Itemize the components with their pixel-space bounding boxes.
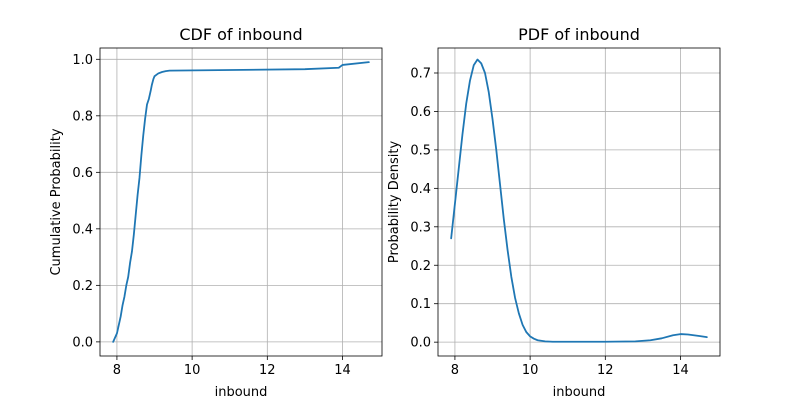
pdf-axes-frame xyxy=(437,47,721,357)
cdf-title: CDF of inbound xyxy=(179,25,302,44)
pdf-ticks: 8 10 12 14 0.0 0.1 0.2 0.3 0.4 0.5 0.6 0.7 xyxy=(410,66,688,378)
cdf-axes-frame xyxy=(99,47,383,357)
pdf-x-tick-label: 8 xyxy=(451,363,459,378)
pdf-x-axis-label: inbound xyxy=(553,385,606,400)
cdf-y-tick-label: 0.2 xyxy=(72,279,93,294)
cdf-series-line xyxy=(112,61,370,343)
cdf-y-tick-label: 0.0 xyxy=(72,335,93,350)
pdf-y-tick-label: 0.6 xyxy=(410,105,431,120)
cdf-x-tick-label: 8 xyxy=(113,363,121,378)
pdf-y-tick-label: 0.4 xyxy=(410,182,431,197)
cdf-y-tick-label: 0.6 xyxy=(72,166,93,181)
cdf-x-axis-label: inbound xyxy=(215,385,268,400)
pdf-panel: PDF of inbound 8 10 12 14 0.0 0.1 0.2 0.3 0.4 0.5… xyxy=(387,25,721,400)
pdf-y-tick-label: 0.5 xyxy=(410,143,431,158)
pdf-y-tick-label: 0.7 xyxy=(410,66,431,81)
pdf-x-tick-label: 10 xyxy=(522,363,539,378)
cdf-y-tick-label: 0.4 xyxy=(72,222,93,237)
pdf-title: PDF of inbound xyxy=(518,25,640,44)
pdf-x-tick-label: 12 xyxy=(597,363,614,378)
pdf-y-tick-label: 0.0 xyxy=(410,336,431,351)
pdf-y-axis-label: Probability Density xyxy=(387,141,402,264)
cdf-x-tick-label: 10 xyxy=(184,363,201,378)
pdf-y-tick-label: 0.1 xyxy=(410,297,431,312)
cdf-x-tick-label: 14 xyxy=(334,363,351,378)
cdf-y-tick-label: 0.8 xyxy=(72,109,93,124)
pdf-grid xyxy=(438,48,720,356)
cdf-panel: CDF of inbound 8 10 12 14 0.0 0.2 0.4 0.6 0.8 1.0… xyxy=(49,25,383,400)
cdf-y-axis-label: Cumulative Probability xyxy=(49,128,64,275)
pdf-y-tick-label: 0.3 xyxy=(410,220,431,235)
cdf-grid xyxy=(100,48,382,356)
pdf-series-line xyxy=(450,58,708,343)
pdf-y-tick-label: 0.2 xyxy=(410,259,431,274)
cdf-ticks: 8 10 12 14 0.0 0.2 0.4 0.6 0.8 1.0 xyxy=(72,53,350,378)
cdf-x-tick-label: 12 xyxy=(259,363,276,378)
cdf-y-tick-label: 1.0 xyxy=(72,53,93,68)
pdf-x-tick-label: 14 xyxy=(672,363,689,378)
